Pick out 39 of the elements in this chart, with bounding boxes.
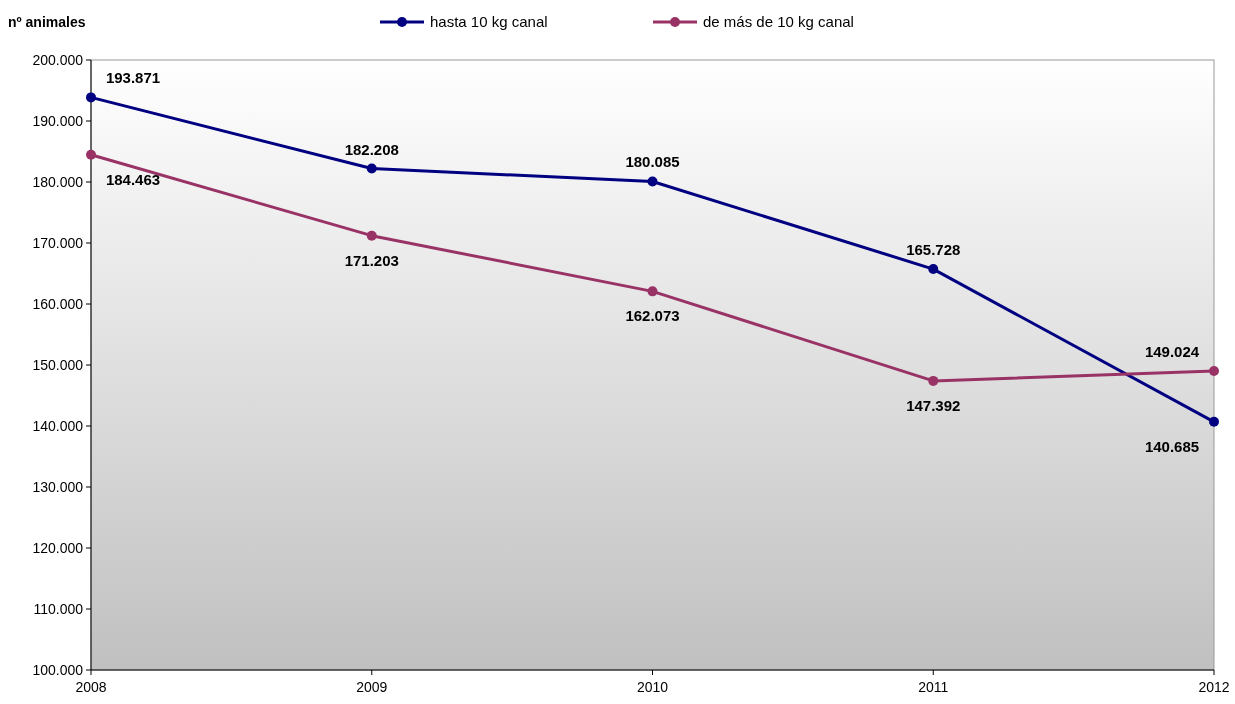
y-tick-label: 170.000: [32, 234, 84, 251]
point: [86, 92, 96, 103]
point: [928, 375, 939, 386]
data-label: 140.685: [1144, 437, 1200, 455]
x-tick-label: 2012: [1198, 679, 1230, 695]
point: [1209, 365, 1219, 376]
data-label: 180.085: [625, 153, 680, 171]
y-tick-label: 140.000: [32, 417, 84, 434]
point: [647, 286, 658, 297]
y-tick-label: 190.000: [32, 112, 84, 129]
y-tick-label: 200.000: [32, 51, 84, 68]
x-tick-label: 2009: [356, 679, 388, 695]
data-label: 162.073: [625, 307, 680, 325]
y-tick-label: 150.000: [32, 356, 84, 373]
point: [928, 264, 939, 275]
data-label: 193.871: [105, 69, 161, 87]
point: [366, 230, 377, 241]
y-tick-label: 180.000: [32, 173, 84, 190]
point: [647, 176, 658, 187]
y-tick-label: 100.000: [32, 661, 84, 678]
y-axis-title: nº animales: [8, 14, 86, 30]
point: [1209, 416, 1219, 427]
legend-label: hasta 10 kg canal: [430, 13, 548, 31]
x-tick-label: 2010: [636, 679, 669, 695]
data-label: 182.208: [344, 140, 399, 158]
y-tick-label: 120.000: [32, 539, 84, 556]
x-tick-label: 2011: [918, 679, 949, 695]
y-tick-label: 110.000: [33, 600, 84, 617]
point: [366, 163, 377, 174]
x-tick-label: 2008: [75, 679, 107, 695]
data-label: 149.024: [1144, 342, 1200, 360]
data-label: 184.463: [105, 170, 161, 188]
y-tick-label: 160.000: [32, 295, 84, 312]
point: [86, 149, 96, 160]
y-tick-label: 130.000: [32, 478, 84, 495]
data-label: 147.392: [906, 396, 961, 414]
data-label: 165.728: [906, 241, 961, 259]
legend-label: de más de 10 kg canal: [703, 13, 854, 31]
data-label: 171.203: [344, 251, 399, 269]
